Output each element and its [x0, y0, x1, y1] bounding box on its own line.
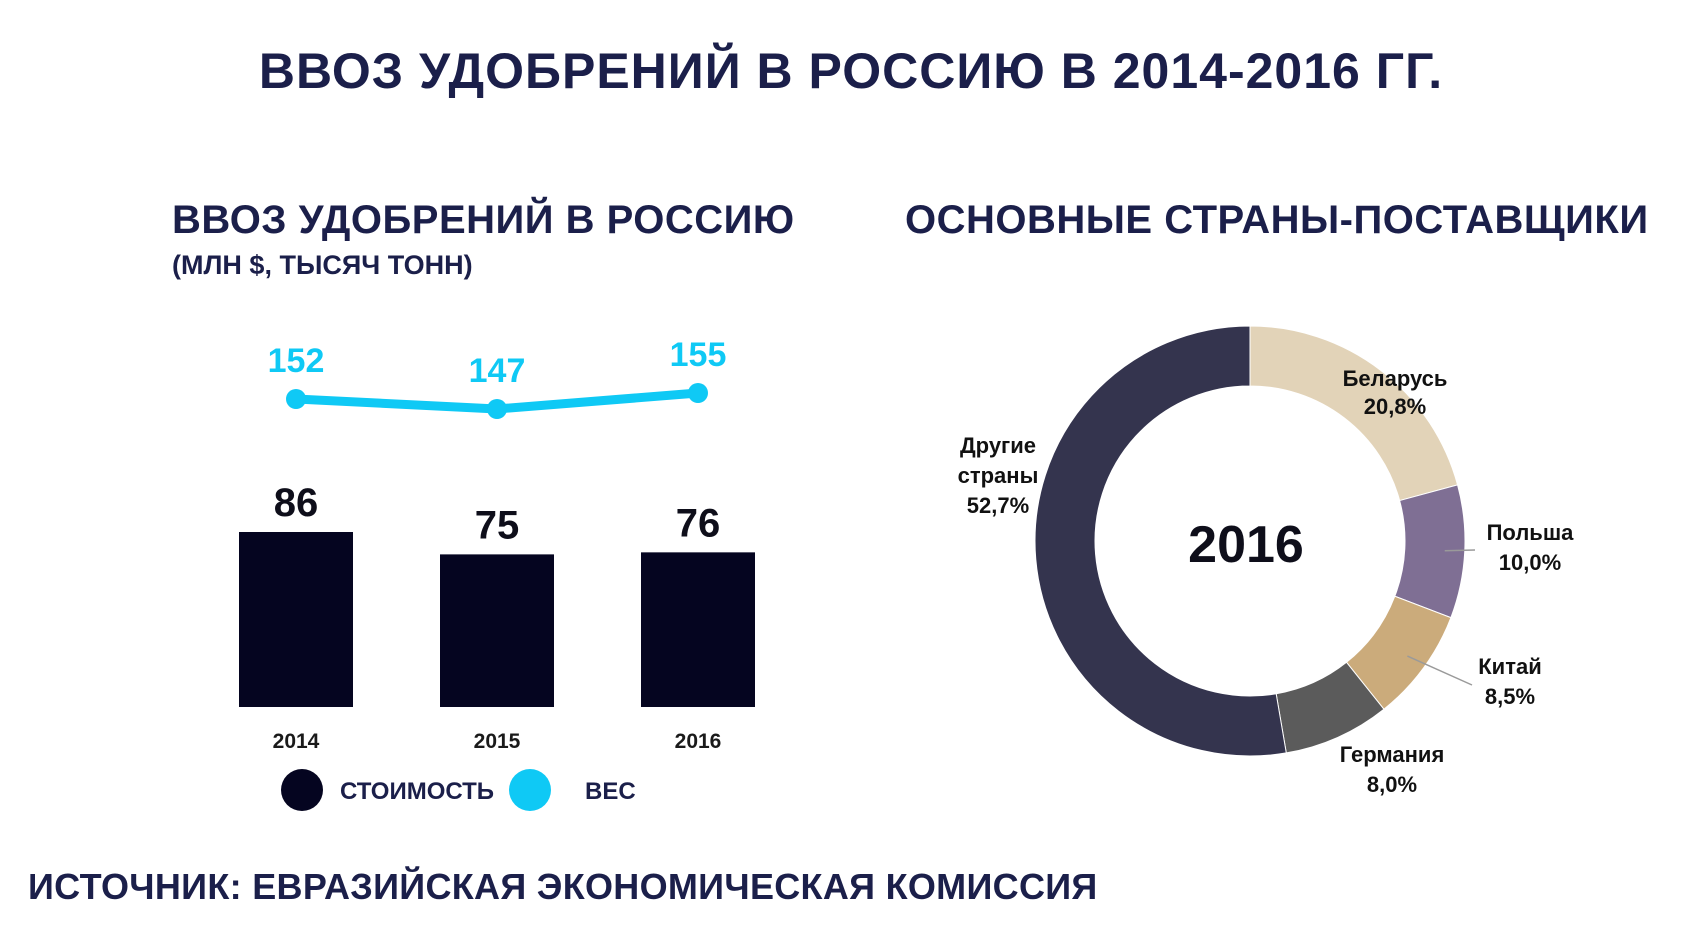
bar-2016 — [641, 552, 755, 707]
donut-slice-4 — [1034, 325, 1287, 757]
donut-chart: 2016 Беларусь 20,8% Польша 10,0% Китай 8,5% Гер… — [958, 325, 1575, 797]
weight-value-label-2015: 147 — [469, 352, 526, 390]
donut-label-name-1: Польша — [1487, 520, 1575, 545]
donut-label-percent-4: 52,7% — [967, 493, 1029, 518]
donut-chart-title: ОСНОВНЫЕ СТРАНЫ-ПОСТАВЩИКИ — [905, 198, 1649, 242]
donut-label-name-2: Китай — [1478, 654, 1542, 679]
weight-point-2016 — [688, 383, 708, 403]
donut-label-percent-3: 8,0% — [1367, 772, 1417, 797]
bar-value-label-2014: 86 — [274, 481, 319, 525]
bar-value-label-2016: 76 — [676, 501, 721, 545]
bar-chart-subtitle: (МЛН $, ТЫСЯЧ ТОНН) — [172, 250, 473, 280]
legend-label-1: ВЕС — [585, 778, 636, 805]
donut-label-percent-1: 10,0% — [1499, 550, 1561, 575]
weight-point-2014 — [286, 389, 306, 409]
x-tick-2014: 2014 — [273, 730, 320, 753]
x-tick-2016: 2016 — [675, 730, 722, 753]
donut-label-percent-0: 20,8% — [1364, 394, 1426, 419]
donut-slice-0 — [1249, 325, 1459, 502]
bar-value-label-2015: 75 — [475, 503, 520, 547]
donut-label-name-0: Беларусь — [1343, 366, 1448, 391]
bar-2014 — [239, 532, 353, 707]
weight-value-label-2014: 152 — [268, 342, 325, 380]
bar-chart: 86 2014 75 2015 76 2016 — [239, 481, 755, 753]
leader-line-1 — [1444, 549, 1476, 552]
donut-label-percent-2: 8,5% — [1485, 684, 1535, 709]
donut-label-name-4-0: Другие — [960, 433, 1036, 458]
weight-point-2015 — [487, 399, 507, 419]
donut-label-name-3: Германия — [1340, 742, 1445, 767]
weight-value-label-2016: 155 — [670, 336, 727, 374]
legend-marker-0 — [281, 769, 323, 811]
source-note: ИСТОЧНИК: ЕВРАЗИЙСКАЯ ЭКОНОМИЧЕСКАЯ КОМИ… — [28, 866, 1098, 907]
page-title: ВВОЗ УДОБРЕНИЙ В РОССИЮ В 2014-2016 ГГ. — [258, 43, 1444, 99]
donut-center-label: 2016 — [1188, 516, 1304, 574]
legend-marker-1 — [509, 769, 551, 811]
donut-label-name-4-1: страны — [958, 463, 1039, 488]
bar-2015 — [440, 554, 554, 707]
line-series-weight: 152 147 155 — [268, 336, 727, 419]
bar-chart-legend: СТОИМОСТЬ ВЕС — [281, 769, 636, 811]
bar-chart-title: ВВОЗ УДОБРЕНИЙ В РОССИЮ — [172, 198, 795, 242]
legend-label-0: СТОИМОСТЬ — [340, 778, 494, 805]
x-tick-2015: 2015 — [474, 730, 521, 753]
leader-line-2 — [1407, 655, 1473, 686]
